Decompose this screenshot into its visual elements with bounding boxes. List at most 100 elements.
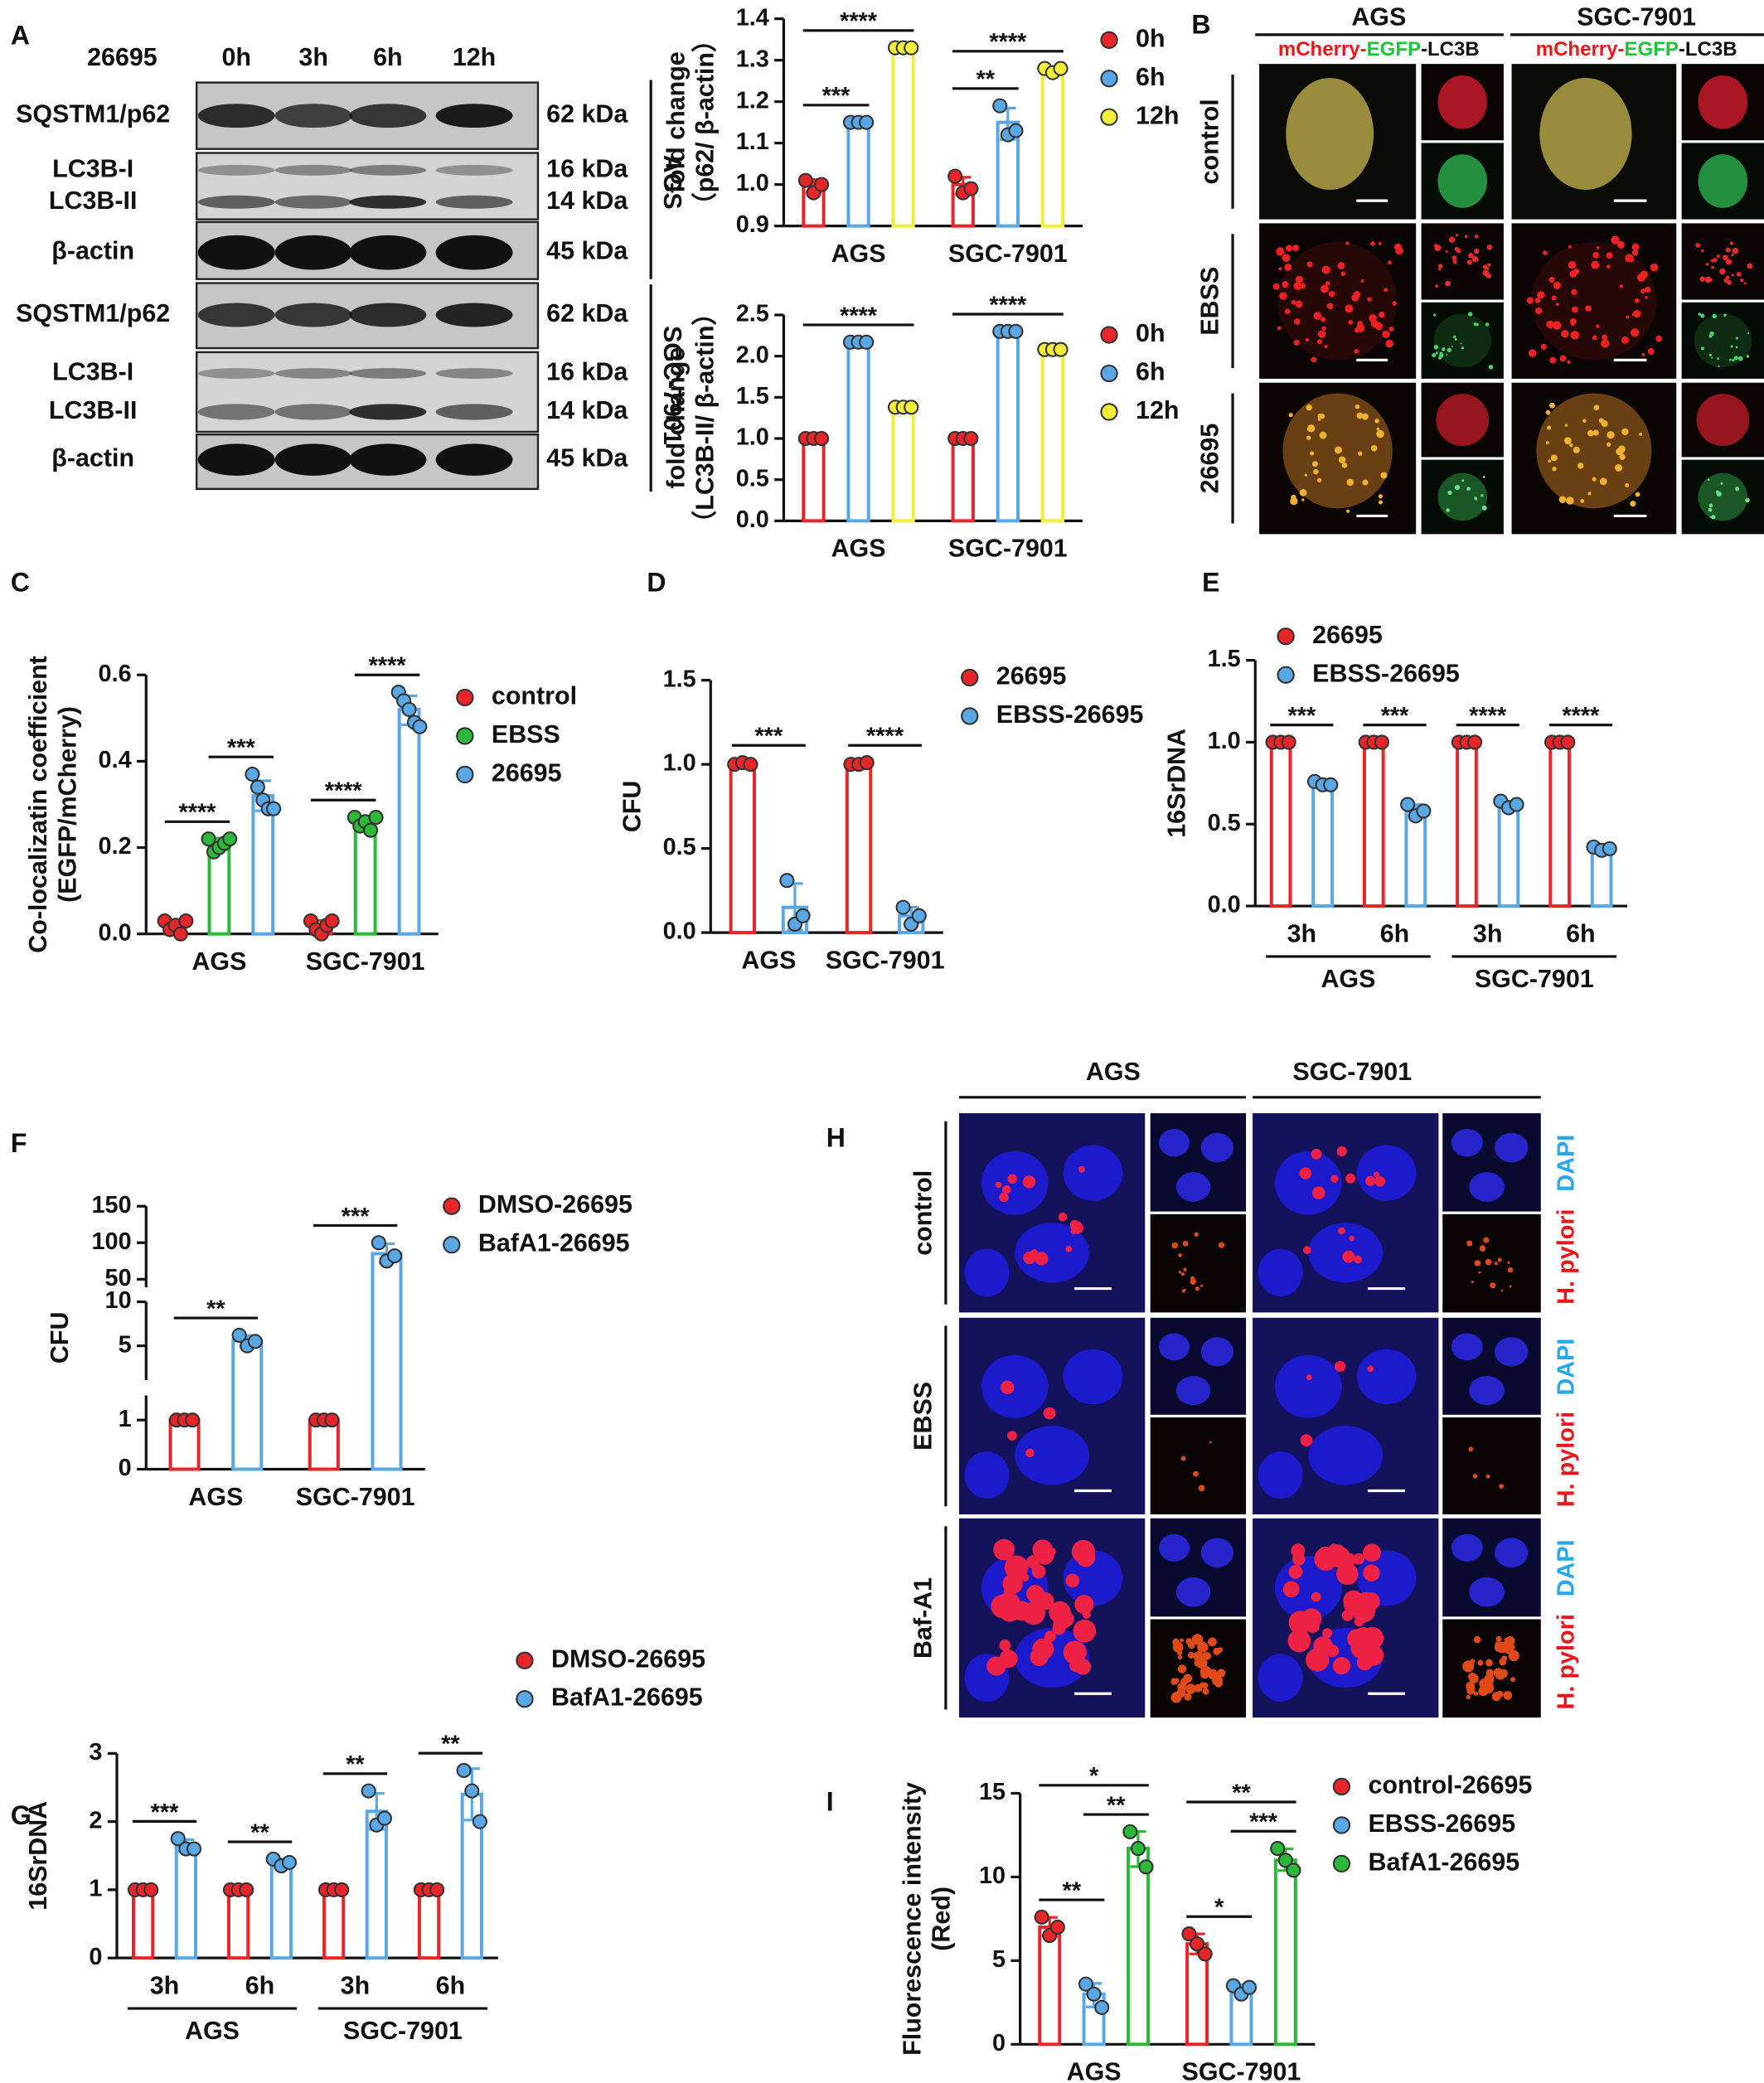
puncta [1437, 264, 1443, 269]
cell [1536, 393, 1652, 509]
puncta [1548, 459, 1552, 463]
data-point [1122, 1824, 1138, 1839]
significance-label: *** [342, 1204, 370, 1230]
puncta [1358, 451, 1363, 456]
puncta [1491, 1692, 1501, 1702]
puncta [1650, 263, 1659, 272]
puncta [1322, 1628, 1333, 1639]
data-point [222, 831, 238, 847]
puncta [1180, 1456, 1186, 1461]
y-tick-label: 0.6 [99, 661, 132, 687]
y-tick-label: 0.4 [99, 747, 132, 773]
data-point [992, 98, 1008, 114]
puncta [1711, 356, 1713, 359]
blot-band [274, 235, 352, 270]
puncta [1468, 1685, 1476, 1693]
puncta [1382, 330, 1390, 339]
data-point [1094, 1999, 1110, 2015]
bar [846, 120, 870, 228]
puncta [1338, 1227, 1345, 1235]
cell [1451, 1129, 1483, 1157]
data-point [201, 831, 216, 847]
puncta [1698, 312, 1702, 316]
puncta [1726, 259, 1732, 265]
puncta [1606, 264, 1611, 269]
significance-label: *** [755, 724, 783, 750]
cell [1437, 154, 1488, 208]
puncta [1340, 271, 1345, 277]
puncta [1580, 499, 1585, 503]
puncta [1328, 1546, 1350, 1568]
cell [1495, 1538, 1529, 1568]
significance-label: **** [866, 724, 904, 750]
micrograph [1150, 1213, 1247, 1313]
blot-band [197, 303, 275, 327]
data-point [1560, 734, 1576, 750]
puncta [1374, 419, 1379, 424]
y-tick-label: 10 [105, 1287, 132, 1314]
data-point [281, 1854, 298, 1871]
cell [1469, 1172, 1505, 1202]
cell [1698, 75, 1748, 129]
data-point [464, 1783, 480, 1799]
cell [1436, 394, 1490, 446]
puncta [1462, 1660, 1475, 1673]
puncta [1074, 1594, 1094, 1615]
puncta [1338, 456, 1346, 464]
legend-marker [1100, 70, 1118, 88]
blot-band [197, 368, 275, 379]
puncta [1048, 1547, 1056, 1556]
panel-letter: B [1191, 10, 1210, 40]
micrograph [1421, 223, 1504, 300]
puncta [1529, 351, 1534, 356]
puncta [1354, 1255, 1362, 1264]
puncta [1291, 494, 1296, 501]
puncta [1447, 347, 1451, 352]
puncta [1311, 1186, 1325, 1199]
data-point [185, 1412, 201, 1428]
puncta [1313, 468, 1319, 475]
legend-label: 26695 [996, 661, 1067, 690]
data-point [401, 701, 417, 717]
significance-label: *** [822, 83, 850, 109]
bar [131, 1887, 155, 1960]
bar [322, 1887, 346, 1960]
puncta [1566, 497, 1574, 505]
puncta [1474, 248, 1480, 254]
panel-letter: D [647, 568, 666, 598]
data-point [904, 40, 919, 56]
puncta [1288, 413, 1293, 418]
legend-marker [1100, 364, 1118, 383]
puncta [1655, 335, 1663, 342]
puncta [1367, 1365, 1374, 1373]
puncta [1477, 1659, 1484, 1666]
puncta [1384, 288, 1388, 293]
puncta [1178, 1253, 1182, 1257]
data-point [170, 1831, 186, 1847]
y-axis-label: （LC3B-II/ β-actin） [691, 300, 720, 535]
y-tick-label: 150 [92, 1192, 132, 1218]
size-label: 62 kDa [546, 299, 628, 327]
puncta [1310, 451, 1315, 456]
channel-label: DAPI [1553, 1135, 1579, 1192]
puncta [1474, 497, 1478, 501]
puncta [1509, 1285, 1512, 1288]
cell [1495, 1337, 1529, 1367]
puncta [1451, 255, 1457, 260]
puncta [1591, 260, 1600, 269]
puncta [1633, 310, 1641, 318]
puncta [1025, 1448, 1035, 1458]
x-tick-label: SGC-7901 [948, 240, 1068, 268]
puncta [1587, 429, 1594, 437]
puncta [1460, 342, 1462, 345]
puncta [1203, 1652, 1212, 1660]
puncta [1486, 245, 1493, 250]
puncta [1367, 297, 1372, 302]
puncta [1293, 282, 1302, 291]
bar [951, 437, 975, 523]
puncta [1510, 1677, 1515, 1683]
blot-band [349, 164, 427, 176]
cell [1698, 472, 1748, 521]
puncta [1601, 339, 1610, 348]
puncta [1454, 485, 1461, 491]
